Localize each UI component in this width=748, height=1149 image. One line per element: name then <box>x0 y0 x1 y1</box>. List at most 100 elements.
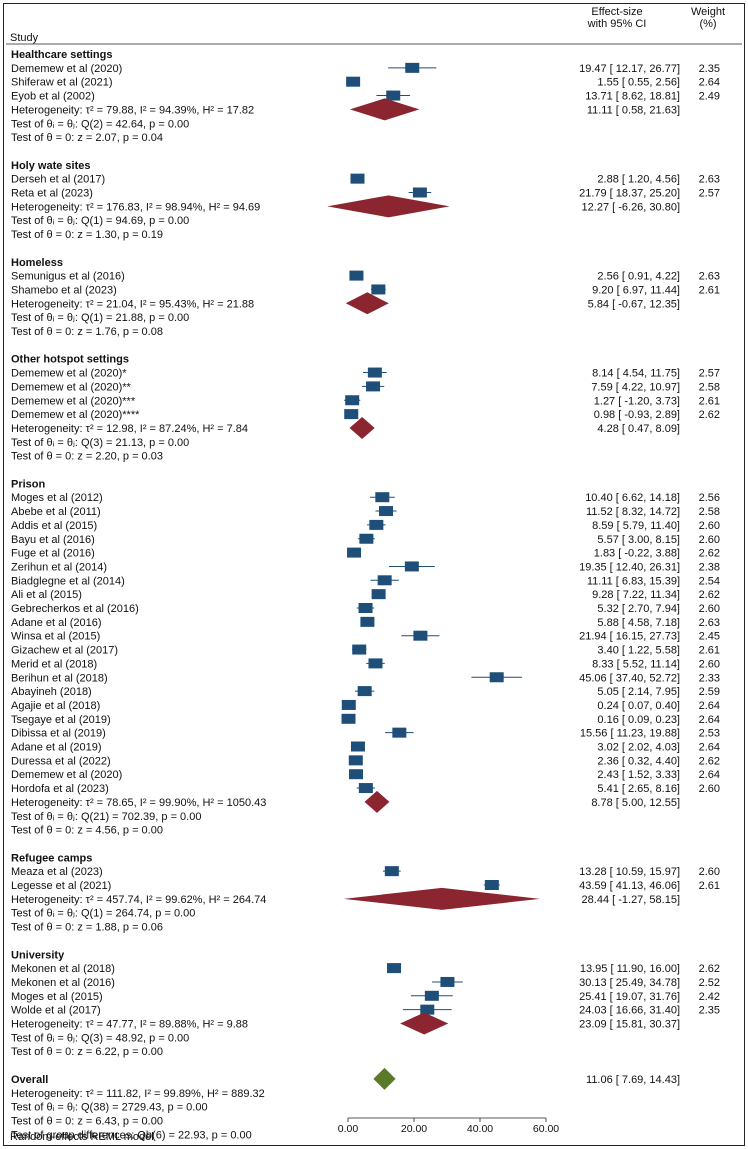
overall-heterogeneity: Heterogeneity: τ² = 111.82, I² = 99.89%,… <box>11 1088 265 1100</box>
study-label: Mekonen et al (2018) <box>11 963 115 975</box>
weight: 2.63 <box>699 174 720 186</box>
study-marker <box>352 644 367 655</box>
effect-ci: 15.56 [ 11.23, 19.88] <box>580 728 680 740</box>
weight: 2.61 <box>699 284 720 296</box>
group-effect-ci: 8.78 [ 5.00, 12.55] <box>591 797 680 809</box>
study-marker <box>346 76 361 87</box>
z-test: Test of θ = 0: z = 1.30, p = 0.19 <box>11 229 163 241</box>
weight: 2.63 <box>699 617 720 629</box>
study-label: Berihun et al (2018) <box>11 672 108 684</box>
study-marker <box>489 672 504 683</box>
group-diamond <box>400 1012 449 1035</box>
overall-diamond <box>373 1067 396 1090</box>
study-label: Adane et al (2016) <box>11 617 102 629</box>
model-note: Random-effects REML model <box>10 1131 154 1143</box>
study-label: Dememew et al (2020)* <box>11 368 127 380</box>
weight: 2.60 <box>699 658 720 670</box>
effect-ci: 5.88 [ 4.58, 7.18] <box>597 617 680 629</box>
study-label: Dememew et al (2020)*** <box>11 395 136 407</box>
x-tick-label: 40.00 <box>467 1123 493 1135</box>
forest-rows: Healthcare settings Dememew et al (2020) 1… <box>11 49 720 1141</box>
effect-ci: 3.40 [ 1.22, 5.58] <box>597 645 680 657</box>
weight: 2.64 <box>699 700 720 712</box>
effect-ci: 13.71 [ 8.62, 18.81] <box>585 91 680 103</box>
study-marker <box>424 990 439 1001</box>
study-marker <box>405 62 420 73</box>
study-label: Shamebo et al (2023) <box>11 284 117 296</box>
study-marker <box>412 187 427 198</box>
group-title: Healthcare settings <box>11 49 112 61</box>
study-marker <box>357 686 372 697</box>
weight: 2.64 <box>699 77 720 89</box>
heterogeneity: Heterogeneity: τ² = 47.77, I² = 89.88%, … <box>11 1019 248 1031</box>
study-marker <box>404 561 419 572</box>
study-label: Dememew et al (2020)** <box>11 381 132 393</box>
study-marker <box>350 173 365 184</box>
effect-ci: 7.59 [ 4.22, 10.97] <box>591 381 680 393</box>
weight: 2.64 <box>699 742 720 754</box>
header-effect-size: Effect-size <box>591 6 642 18</box>
study-marker <box>359 533 374 544</box>
study-marker <box>369 519 384 530</box>
q-test: Test of θᵢ = θⱼ: Q(21) = 702.39, p = 0.0… <box>11 811 201 823</box>
weight: 2.58 <box>699 381 720 393</box>
overall-q-test: Test of θᵢ = θⱼ: Q(38) = 2729.43, p = 0.… <box>11 1102 208 1114</box>
study-marker <box>440 976 455 987</box>
overall-effect-ci: 11.06 [ 7.69, 14.43] <box>586 1074 680 1086</box>
z-test: Test of θ = 0: z = 4.56, p = 0.00 <box>11 825 163 837</box>
study-marker <box>392 727 407 738</box>
group-diamond <box>327 195 450 218</box>
z-test: Test of θ = 0: z = 6.22, p = 0.00 <box>11 1046 163 1058</box>
weight: 2.60 <box>699 783 720 795</box>
weight: 2.62 <box>699 548 720 560</box>
weight: 2.60 <box>699 534 720 546</box>
study-label: Merid et al (2018) <box>11 658 97 670</box>
effect-ci: 25.41 [ 19.07, 31.76] <box>579 991 680 1003</box>
study-marker <box>484 880 499 890</box>
heterogeneity: Heterogeneity: τ² = 78.65, I² = 99.90%, … <box>11 797 266 809</box>
study-marker <box>371 284 386 295</box>
study-marker <box>386 90 401 101</box>
weight: 2.63 <box>699 271 720 283</box>
study-marker <box>358 603 373 613</box>
group-diamond <box>343 887 540 910</box>
group-effect-ci: 5.84 [ -0.67, 12.35] <box>588 298 680 310</box>
study-label: Mekonen et al (2016) <box>11 977 115 989</box>
effect-ci: 0.24 [ 0.07, 0.40] <box>597 700 680 712</box>
x-tick-label: 60.00 <box>533 1123 559 1135</box>
study-marker <box>358 783 373 794</box>
weight: 2.61 <box>699 880 720 892</box>
study-marker <box>384 866 399 877</box>
weight: 2.61 <box>699 395 720 407</box>
weight: 2.58 <box>699 506 720 518</box>
overall-z-test: Test of θ = 0: z = 6.43, p = 0.00 <box>11 1115 163 1127</box>
weight: 2.64 <box>699 714 720 726</box>
study-label: Moges et al (2015) <box>11 991 103 1003</box>
x-tick-label: 0.00 <box>338 1123 359 1135</box>
weight: 2.38 <box>699 561 720 573</box>
weight: 2.62 <box>699 755 720 767</box>
study-marker <box>375 492 390 503</box>
weight: 2.60 <box>699 520 720 532</box>
effect-ci: 2.43 [ 1.52, 3.33] <box>597 769 680 781</box>
study-label: Biadglegne et al (2014) <box>11 575 125 587</box>
study-label: Ali et al (2015) <box>11 589 82 601</box>
header-weight: Weight <box>691 6 725 18</box>
weight: 2.35 <box>699 63 720 75</box>
effect-ci: 10.40 [ 6.62, 14.18] <box>585 492 680 504</box>
study-label: Dememew et al (2020) <box>11 63 122 75</box>
z-test: Test of θ = 0: z = 1.88, p = 0.06 <box>11 922 163 934</box>
effect-ci: 5.32 [ 2.70, 7.94] <box>597 603 680 615</box>
study-marker <box>344 409 359 420</box>
weight: 2.42 <box>699 991 720 1003</box>
study-marker <box>420 1004 435 1015</box>
weight: 2.35 <box>699 1005 720 1017</box>
z-test: Test of θ = 0: z = 2.07, p = 0.04 <box>11 132 163 144</box>
effect-ci: 8.14 [ 4.54, 11.75] <box>592 368 680 380</box>
effect-ci: 3.02 [ 2.02, 4.03] <box>597 742 680 754</box>
group-effect-ci: 12.27 [ -6.26, 30.80] <box>582 201 680 213</box>
study-label: Agajie et al (2018) <box>11 700 100 712</box>
effect-ci: 11.11 [ 6.83, 15.39] <box>587 575 680 587</box>
study-label: Legesse et al (2021) <box>11 880 111 892</box>
weight: 2.60 <box>699 603 720 615</box>
